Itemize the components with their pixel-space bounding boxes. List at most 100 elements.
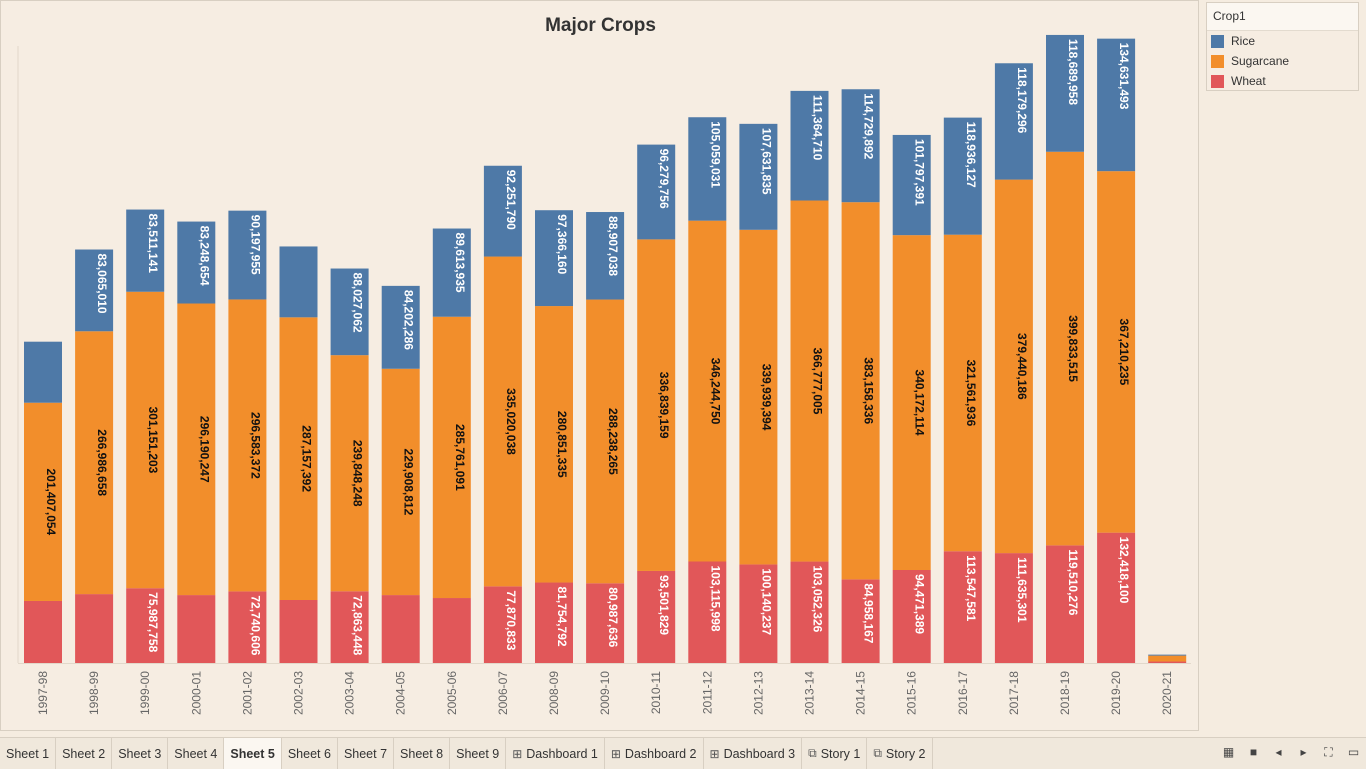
grid-view-icon[interactable]: ▦ <box>1222 745 1235 759</box>
bar-sugarcane-2014-15[interactable] <box>841 202 880 580</box>
bar-rice-2020-21[interactable] <box>1148 654 1187 656</box>
bar-rice-2003-04[interactable] <box>330 268 369 356</box>
bar-rice-1997-98[interactable] <box>24 341 62 403</box>
bar-rice-2015-16[interactable] <box>892 134 931 236</box>
bar-rice-2006-07[interactable] <box>483 165 522 257</box>
tab-story-2[interactable]: ⧉ Story 2 <box>867 738 933 769</box>
bar-wheat-2010-11[interactable] <box>637 570 676 663</box>
bar-wheat-2015-16[interactable] <box>892 570 931 663</box>
bar-rice-2010-11[interactable] <box>637 144 676 240</box>
legend-item-sugarcane[interactable]: Sugarcane <box>1207 51 1358 71</box>
bar-sugarcane-2006-07[interactable] <box>483 256 522 587</box>
bar-sugarcane-2019-20[interactable] <box>1097 171 1136 533</box>
tab-sheet-6[interactable]: Sheet 6 <box>282 738 338 769</box>
bar-sugarcane-2003-04[interactable] <box>330 355 369 592</box>
bar-wheat-2020-21[interactable] <box>1148 661 1187 663</box>
bar-wheat-2019-20[interactable] <box>1097 532 1136 663</box>
bar-wheat-2004-05[interactable] <box>381 595 420 663</box>
tab-dashboard-2[interactable]: ⊞ Dashboard 2 <box>605 738 704 769</box>
previous-sheet-icon[interactable]: ◂ <box>1275 745 1282 759</box>
bar-rice-2016-17[interactable] <box>943 117 982 235</box>
bar-sugarcane-2000-01[interactable] <box>177 303 216 596</box>
tab-sheet-7[interactable]: Sheet 7 <box>338 738 395 769</box>
bar-rice-2009-10[interactable] <box>586 212 625 300</box>
bar-wheat-2016-17[interactable] <box>943 551 982 663</box>
bar-rice-2018-19[interactable] <box>1046 34 1084 152</box>
tab-dashboard-1[interactable]: ⊞ Dashboard 1 <box>506 738 605 769</box>
bar-sugarcane-2004-05[interactable] <box>381 368 420 596</box>
bar-rice-2013-14[interactable] <box>790 90 829 201</box>
bar-wheat-2012-13[interactable] <box>739 564 778 663</box>
bar-wheat-2009-10[interactable] <box>586 583 625 663</box>
bar-wheat-2018-19[interactable] <box>1046 545 1084 663</box>
x-tick-label: 2006-07 <box>496 671 510 715</box>
sheet-tab-bar: Sheet 1 Sheet 2 Sheet 3 Sheet 4 Sheet 5 Sheet… <box>0 737 1366 769</box>
bar-sugarcane-2016-17[interactable] <box>943 234 982 552</box>
bar-rice-1999-00[interactable] <box>126 209 165 292</box>
bar-wheat-2013-14[interactable] <box>790 561 829 663</box>
tab-dashboard-3[interactable]: ⊞ Dashboard 3 <box>704 738 803 769</box>
bar-wheat-1999-00[interactable] <box>126 588 165 663</box>
bar-rice-1998-99[interactable] <box>75 249 114 332</box>
bar-sugarcane-2010-11[interactable] <box>637 239 676 571</box>
bar-rice-2002-03[interactable] <box>279 246 318 318</box>
legend-item-wheat[interactable]: Wheat <box>1207 71 1358 91</box>
tab-sheet-2[interactable]: Sheet 2 <box>56 738 113 769</box>
bar-rice-2017-18[interactable] <box>994 63 1033 180</box>
data-label-sugarcane: 366,777,005 <box>811 348 825 415</box>
bar-sugarcane-2005-06[interactable] <box>432 316 471 599</box>
bar-rice-2000-01[interactable] <box>177 221 216 304</box>
data-label-rice: 92,251,790 <box>504 170 518 230</box>
tab-sheet-8[interactable]: Sheet 8 <box>394 738 451 769</box>
tab-story-1[interactable]: ⧉ Story 1 <box>802 738 868 769</box>
bar-sugarcane-2020-21[interactable] <box>1148 655 1187 662</box>
bar-sugarcane-1998-99[interactable] <box>75 331 114 595</box>
bar-wheat-2014-15[interactable] <box>841 579 880 663</box>
bar-wheat-1997-98[interactable] <box>24 600 62 663</box>
fullscreen-icon[interactable]: ⛶ <box>1324 745 1333 759</box>
bar-rice-2004-05[interactable] <box>381 285 420 369</box>
next-sheet-icon[interactable]: ▸ <box>1300 745 1307 759</box>
bar-sugarcane-2012-13[interactable] <box>739 229 778 565</box>
bar-rice-2019-20[interactable] <box>1097 38 1136 172</box>
bar-wheat-2005-06[interactable] <box>432 598 471 663</box>
bar-sugarcane-2008-09[interactable] <box>535 306 573 583</box>
bar-rice-2012-13[interactable] <box>739 123 778 230</box>
bar-sugarcane-2017-18[interactable] <box>994 179 1033 554</box>
presentation-icon[interactable]: ▭ <box>1347 745 1360 759</box>
legend-swatch <box>1211 34 1224 48</box>
bar-wheat-2011-12[interactable] <box>688 561 727 663</box>
bar-sugarcane-2018-19[interactable] <box>1046 151 1084 546</box>
tab-sheet-1[interactable]: Sheet 1 <box>0 738 57 769</box>
data-label-wheat: 103,052,326 <box>811 566 825 633</box>
tab-sheet-3[interactable]: Sheet 3 <box>112 738 169 769</box>
bar-sugarcane-2002-03[interactable] <box>279 317 318 600</box>
bar-sugarcane-2015-16[interactable] <box>892 235 931 571</box>
legend-item-rice[interactable]: Rice <box>1207 31 1358 51</box>
bar-wheat-1998-99[interactable] <box>75 594 114 663</box>
bar-sugarcane-2013-14[interactable] <box>790 200 829 562</box>
bar-wheat-2017-18[interactable] <box>994 553 1033 663</box>
bar-sugarcane-1999-00[interactable] <box>126 291 165 589</box>
bar-sugarcane-1997-98[interactable] <box>24 402 62 601</box>
tab-sheet-5[interactable]: Sheet 5 <box>224 738 282 769</box>
data-label-rice: 88,027,062 <box>351 273 365 333</box>
bar-rice-2008-09[interactable] <box>535 210 573 307</box>
stacked-bar-chart: 201,407,054 1997-98 266,986,658 83,065,010 1… <box>17 34 1191 715</box>
bar-rice-2005-06[interactable] <box>432 228 471 317</box>
bar-wheat-2006-07[interactable] <box>483 586 522 663</box>
bar-rice-2001-02[interactable] <box>228 210 267 300</box>
bar-wheat-2008-09[interactable] <box>535 582 573 663</box>
bar-wheat-2000-01[interactable] <box>177 595 216 663</box>
bar-wheat-2001-02[interactable] <box>228 591 267 663</box>
bar-sugarcane-2001-02[interactable] <box>228 299 267 592</box>
tab-sheet-9[interactable]: Sheet 9 <box>450 738 507 769</box>
bar-wheat-2003-04[interactable] <box>330 591 369 663</box>
bar-wheat-2002-03[interactable] <box>279 600 318 663</box>
bar-sugarcane-2011-12[interactable] <box>688 220 727 562</box>
bar-rice-2014-15[interactable] <box>841 89 880 203</box>
bar-sugarcane-2009-10[interactable] <box>586 299 625 584</box>
bar-rice-2011-12[interactable] <box>688 117 727 221</box>
tab-sheet-4[interactable]: Sheet 4 <box>168 738 225 769</box>
filmstrip-view-icon[interactable]: ■ <box>1249 745 1258 759</box>
